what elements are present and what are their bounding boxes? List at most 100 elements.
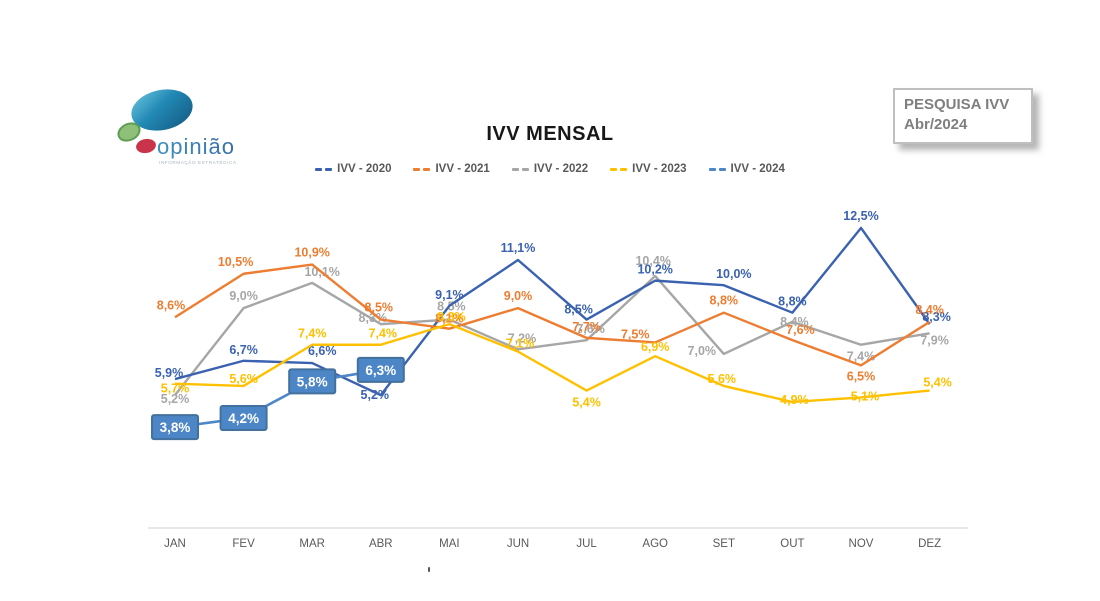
data-label-2024: 6,3% — [365, 363, 396, 378]
data-label-2020: 6,6% — [308, 344, 337, 358]
data-label-2021: 7,6% — [786, 323, 815, 337]
data-label-2022: 8,3% — [359, 311, 388, 325]
legend-item-2023: IVV - 2023 — [610, 163, 687, 175]
month-label: FEV — [232, 538, 255, 550]
month-label: MAR — [299, 538, 325, 550]
data-label-2021: 8,8% — [710, 294, 739, 308]
stray-mark — [428, 567, 430, 572]
legend-dash-swatch — [610, 167, 628, 171]
legend-label: IVV - 2024 — [730, 163, 785, 175]
data-label-2021: 7,5% — [621, 327, 650, 341]
data-label-2023: 5,4% — [923, 376, 952, 390]
legend-item-2020: IVV - 2020 — [315, 163, 391, 175]
month-label: OUT — [780, 538, 804, 550]
data-label-2021: 8,5% — [365, 301, 394, 315]
data-label-box-2024 — [288, 368, 337, 395]
data-label-2021: 6,5% — [847, 369, 876, 383]
data-label-2021: 8,1% — [435, 312, 464, 326]
data-label-2020: 12,5% — [843, 209, 878, 223]
legend-item-2024: IVV - 2024 — [708, 163, 785, 175]
data-label-2020: 10,0% — [716, 267, 751, 281]
data-label-2022: 8,4% — [780, 315, 809, 329]
pesquisa-badge-line2: Abr/2024 — [904, 116, 968, 134]
month-label: JUN — [507, 538, 529, 550]
logo-tagline: INFORMAÇÃO ESTRATÉGICA — [159, 159, 237, 165]
data-label-2023: 5,4% — [572, 396, 601, 410]
page-title: IVV MENSAL — [486, 123, 614, 145]
data-label-2020: 11,1% — [501, 241, 536, 255]
month-label: JAN — [164, 538, 186, 550]
month-label: SET — [713, 538, 735, 550]
pesquisa-badge-line1: PESQUISA IVV — [904, 96, 1010, 113]
legend-dash-swatch — [511, 167, 529, 171]
data-label-2021: 10,9% — [294, 246, 329, 260]
data-label-2024: 4,2% — [228, 411, 259, 426]
series-line-2021 — [174, 263, 931, 367]
data-label-2023: 7,4% — [369, 327, 398, 341]
month-label: NOV — [849, 538, 874, 550]
chart-legend: IVV - 2020 IVV - 2021 IVV - 2022 IVV - 2023… — [0, 163, 1100, 175]
month-label: ABR — [369, 538, 393, 550]
data-label-2023: 7,1% — [506, 337, 535, 351]
data-label-2023: 6,9% — [641, 340, 670, 354]
data-label-2022: 9,0% — [229, 289, 258, 303]
legend-item-2021: IVV - 2021 — [413, 163, 490, 175]
data-label-box-2024 — [219, 405, 268, 432]
data-label-2020: 9,1% — [435, 288, 464, 302]
legend-dash-swatch — [708, 167, 726, 171]
data-label-2020: 8,3% — [922, 310, 951, 324]
data-label-2022: 7,2% — [508, 331, 537, 345]
data-label-2023: 5,7% — [161, 382, 190, 396]
legend-dash-swatch — [315, 167, 333, 171]
logo-wordmark: opinião — [157, 134, 235, 159]
month-label: MAI — [439, 538, 459, 550]
data-label-2020: 5,9% — [155, 366, 184, 380]
logo-blue-blob — [131, 89, 193, 131]
legend-label: IVV - 2022 — [533, 163, 589, 175]
series-line-2023 — [174, 322, 930, 404]
data-label-2022: 5,2% — [161, 392, 190, 406]
data-label-2024: 5,8% — [297, 374, 328, 389]
data-label-2020: 8,8% — [778, 295, 807, 309]
data-label-2022: 10,4% — [635, 254, 670, 268]
opiniao-logo-icon: opinião INFORMAÇÃO ESTRATÉGICA — [117, 89, 237, 165]
month-label: JUL — [576, 538, 597, 550]
opiniao-logo: opinião INFORMAÇÃO ESTRATÉGICA — [110, 84, 250, 184]
data-label-2020: 6,7% — [229, 343, 258, 357]
month-label: DEZ — [918, 538, 941, 550]
data-label-box-2024 — [151, 414, 199, 441]
data-label-2024: 3,8% — [160, 420, 191, 435]
data-label-2023: 5,1% — [851, 389, 880, 403]
legend-label: IVV - 2020 — [337, 163, 392, 175]
data-label-2020: 8,5% — [564, 303, 593, 317]
data-label-2022: 7,6% — [576, 322, 605, 336]
pesquisa-badge: PESQUISA IVV Abr/2024 — [893, 88, 1033, 144]
legend-item-2022: IVV - 2022 — [511, 163, 589, 175]
data-label-box-2024 — [356, 356, 405, 383]
data-label-2021: 8,6% — [157, 298, 186, 312]
data-label-2023: 8,3% — [437, 310, 466, 324]
logo-red-blob — [136, 138, 156, 154]
data-label-2022: 7,0% — [688, 344, 717, 358]
data-label-2021: 9,0% — [504, 289, 533, 303]
data-label-2020: 10,2% — [637, 263, 672, 277]
data-label-2020: 5,2% — [361, 388, 390, 402]
logo-green-blob — [117, 122, 141, 142]
data-label-2023: 5,6% — [229, 372, 258, 386]
data-label-2021: 7,7% — [572, 320, 601, 334]
data-label-2023: 5,6% — [708, 372, 737, 386]
data-label-2022: 8,5% — [437, 300, 466, 314]
data-label-2023: 4,9% — [780, 393, 809, 407]
legend-label: IVV - 2021 — [435, 163, 490, 175]
data-label-2021: 8,4% — [915, 303, 944, 317]
legend-dash-swatch — [413, 167, 431, 171]
series-line-2020 — [174, 226, 931, 397]
data-label-2021: 10,5% — [218, 255, 253, 269]
month-label: AGO — [642, 538, 668, 550]
legend-label: IVV - 2023 — [632, 163, 687, 175]
data-label-2023: 7,4% — [298, 327, 327, 341]
series-line-2024 — [174, 368, 382, 429]
data-label-2022: 7,9% — [920, 333, 949, 347]
series-line-2022 — [174, 274, 930, 396]
